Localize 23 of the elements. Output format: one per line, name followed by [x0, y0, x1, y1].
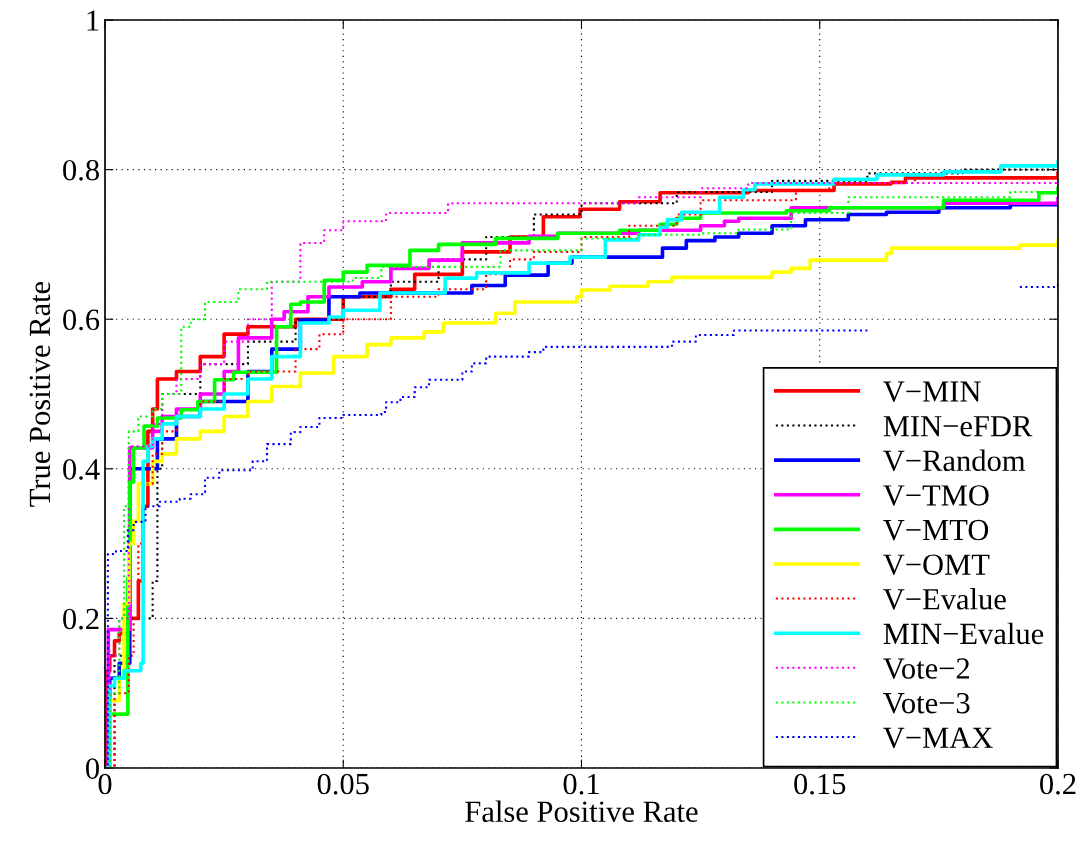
legend-label: Vote−3 [883, 692, 970, 714]
x-tick-label: 0.2 [1040, 773, 1076, 795]
y-tick-label: 1 [87, 10, 99, 31]
x-axis-title: False Positive Rate [465, 800, 698, 823]
legend-label: V−Evalue [883, 588, 1006, 610]
legend-label: V−MAX [883, 727, 993, 749]
legend-label: MIN−Evalue [883, 622, 1044, 645]
legend-label: Vote−2 [883, 658, 970, 679]
x-tick-label: 0.15 [794, 773, 846, 795]
y-tick-label: 0 [86, 758, 99, 779]
legend-label: V−MTO [883, 519, 989, 541]
x-tick-label: 0.1 [563, 773, 599, 795]
legend-label: V−Random [883, 449, 1026, 472]
y-tick-label: 0.4 [63, 459, 100, 480]
legend-label: V−OMT [883, 554, 990, 576]
y-tick-label: 0.8 [63, 159, 99, 181]
y-axis-title: True Positive Rate [29, 281, 51, 507]
x-tick-label: 0.05 [317, 773, 369, 795]
legend-label: V−TMO [883, 485, 989, 506]
y-tick-label: 0.2 [63, 608, 99, 630]
legend-label: V−MIN [883, 381, 981, 403]
y-tick-label: 0.6 [63, 309, 100, 331]
legend-label: MIN−eFDR [883, 416, 1033, 437]
